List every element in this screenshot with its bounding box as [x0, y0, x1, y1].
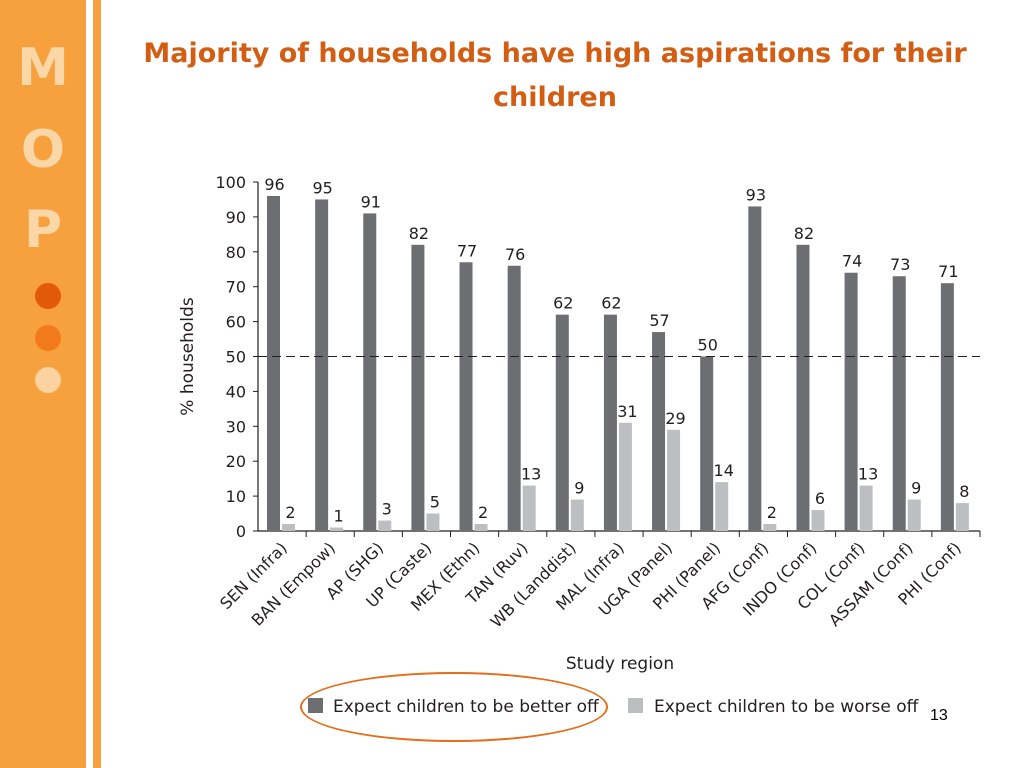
- legend-highlight-ellipse: [300, 672, 608, 742]
- logo-letter-m: M: [17, 38, 69, 98]
- bar-worse-off: [907, 499, 921, 531]
- bar-worse-off: [474, 524, 488, 531]
- data-label-better-off: 91: [361, 192, 381, 211]
- data-label-better-off: 77: [457, 241, 477, 260]
- logo-dot-light: [35, 367, 61, 393]
- data-label-worse-off: 31: [617, 402, 637, 421]
- slide-title: Majority of households have high aspirat…: [143, 38, 967, 113]
- data-label-better-off: 74: [842, 252, 862, 271]
- x-category-label: ASSAM (Conf): [825, 538, 917, 630]
- y-tick-label: 0: [236, 522, 246, 541]
- x-category-label: BAN (Empow): [248, 538, 339, 629]
- y-tick-label: 10: [226, 487, 246, 506]
- data-label-worse-off: 6: [815, 489, 825, 508]
- data-label-worse-off: 29: [665, 409, 685, 428]
- sidebar-stripe: [93, 0, 101, 768]
- legend-swatch-worse-off: [628, 698, 643, 713]
- data-label-worse-off: 13: [521, 465, 541, 484]
- data-label-better-off: 82: [794, 224, 814, 243]
- bar-worse-off: [570, 499, 584, 531]
- y-axis-title: % households: [178, 297, 198, 416]
- data-label-better-off: 57: [649, 311, 669, 330]
- bar-better-off: [892, 276, 906, 531]
- bar-worse-off: [618, 422, 632, 531]
- bar-worse-off: [667, 429, 681, 531]
- bar-worse-off: [859, 485, 873, 531]
- bar-better-off: [748, 206, 762, 531]
- bar-worse-off: [282, 524, 295, 531]
- x-axis-title: Study region: [566, 654, 674, 674]
- bar-worse-off: [955, 503, 969, 531]
- sidebar-divider: [86, 0, 93, 768]
- y-tick-label: 20: [226, 452, 246, 471]
- bar-better-off: [459, 262, 473, 531]
- bar-better-off: [555, 314, 569, 531]
- legend-label-worse-off: Expect children to be worse off: [654, 697, 920, 717]
- bar-better-off: [796, 244, 810, 531]
- bar-better-off: [411, 244, 425, 531]
- sidebar-band: M O P: [0, 0, 86, 768]
- logo-dot-medium: [35, 325, 61, 351]
- bar-better-off: [603, 314, 617, 531]
- bar-better-off: [315, 199, 329, 531]
- data-label-better-off: 82: [409, 224, 429, 243]
- bar-better-off: [844, 272, 858, 531]
- data-label-worse-off: 9: [911, 479, 921, 498]
- bar-worse-off: [522, 485, 536, 531]
- bar-worse-off: [378, 520, 392, 531]
- data-label-worse-off: 9: [574, 479, 584, 498]
- y-tick-label: 90: [226, 208, 246, 227]
- data-label-worse-off: 2: [285, 503, 295, 522]
- data-label-worse-off: 14: [714, 461, 734, 480]
- bar-worse-off: [763, 524, 777, 531]
- bar-worse-off: [811, 510, 825, 531]
- data-label-worse-off: 2: [478, 503, 488, 522]
- data-label-better-off: 62: [601, 294, 621, 313]
- logo-letter-o: O: [20, 120, 66, 180]
- bar-worse-off: [715, 482, 729, 531]
- logo-letter-p: P: [23, 200, 63, 260]
- data-label-better-off: 95: [312, 178, 332, 197]
- data-label-better-off: 62: [553, 294, 573, 313]
- y-tick-label: 70: [226, 278, 246, 297]
- y-tick-label: 100: [215, 173, 246, 192]
- data-label-better-off: 50: [698, 336, 718, 355]
- data-label-worse-off: 1: [334, 507, 344, 526]
- data-label-worse-off: 13: [858, 465, 878, 484]
- data-label-worse-off: 2: [767, 503, 777, 522]
- bar-better-off: [267, 195, 280, 531]
- data-label-better-off: 96: [264, 175, 284, 194]
- bar-worse-off: [330, 527, 344, 531]
- y-tick-label: 50: [226, 348, 246, 367]
- data-label-worse-off: 3: [382, 500, 392, 519]
- y-tick-label: 80: [226, 243, 246, 262]
- bar-better-off: [363, 213, 377, 531]
- y-tick-label: 40: [226, 382, 246, 401]
- y-tick-label: 60: [226, 313, 246, 332]
- bar-worse-off: [426, 513, 440, 531]
- data-label-better-off: 71: [938, 262, 958, 281]
- data-label-worse-off: 5: [430, 493, 440, 512]
- bar-better-off: [507, 265, 521, 531]
- data-label-worse-off: 8: [959, 482, 969, 501]
- x-category-label: WB (Landdist): [487, 538, 580, 631]
- y-tick-label: 30: [226, 417, 246, 436]
- data-label-better-off: 93: [746, 185, 766, 204]
- bar-better-off: [940, 283, 954, 531]
- logo-dot-dark: [35, 283, 61, 309]
- bar-better-off: [652, 332, 666, 531]
- data-label-better-off: 73: [890, 255, 910, 274]
- bar-better-off: [700, 356, 714, 531]
- page-number: 13: [930, 707, 948, 724]
- data-label-better-off: 76: [505, 245, 525, 264]
